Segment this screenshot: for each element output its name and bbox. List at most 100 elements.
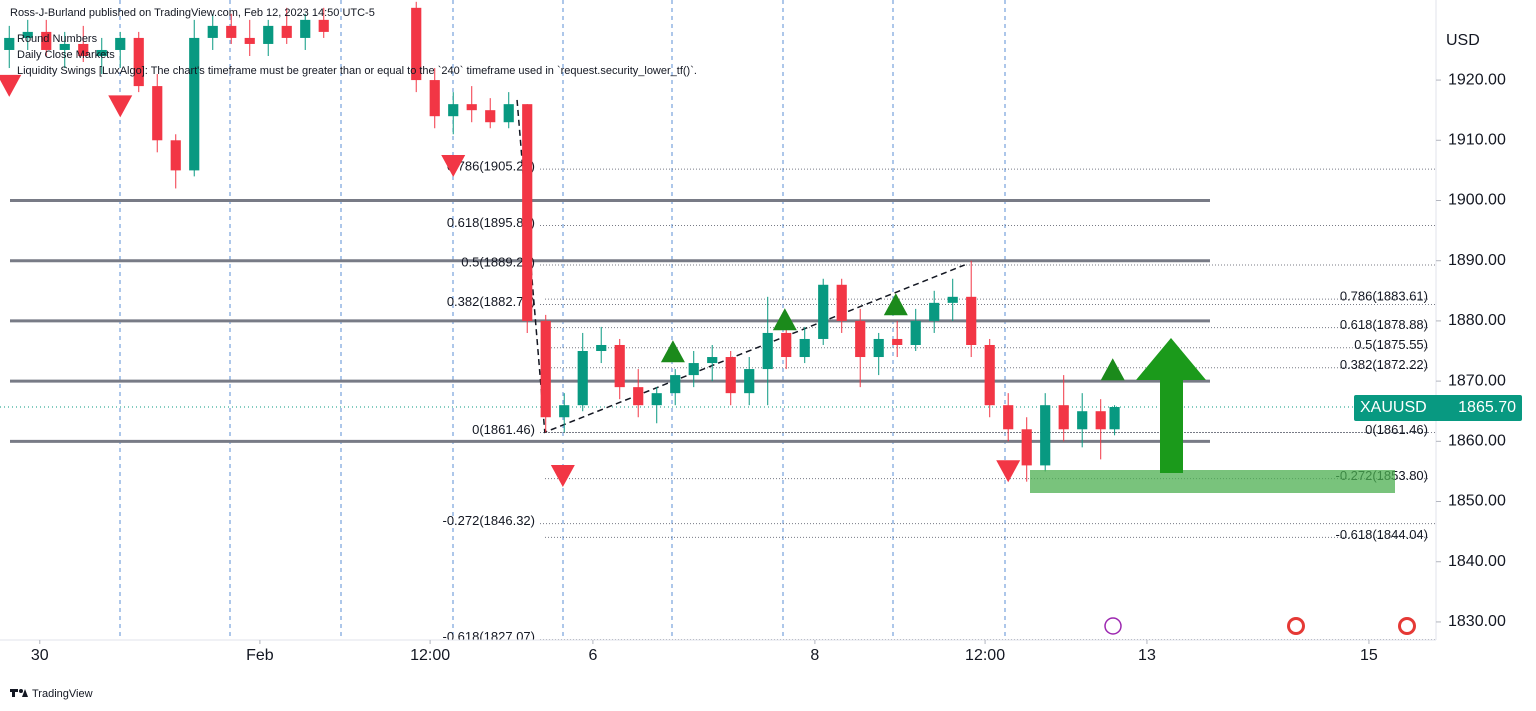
candle-body (1058, 405, 1069, 430)
candle-body (910, 320, 921, 345)
candle-body (984, 344, 995, 406)
candle-body (503, 104, 514, 123)
candle-body (688, 363, 699, 376)
currency: USD (1446, 32, 1480, 49)
candle-body (226, 25, 237, 38)
target-zone (1030, 470, 1395, 493)
candle-body (559, 405, 570, 418)
candle-body (596, 344, 607, 352)
fib-label: -0.618(1827.07) (442, 629, 535, 644)
indicator-name: Daily Close Markets (17, 49, 115, 61)
candle-body (115, 37, 126, 50)
candle-body (78, 43, 89, 56)
candle-body (485, 110, 496, 123)
candle-body (466, 104, 477, 111)
x-tick-label: 6 (588, 647, 597, 664)
swing-high-marker (441, 154, 466, 177)
candle-body (263, 25, 274, 44)
candle-body (707, 357, 718, 364)
candle-body (300, 19, 311, 38)
candle-body (411, 7, 422, 81)
swing-high-marker (996, 460, 1021, 483)
fib-label: 0(1861.46) (1365, 422, 1428, 437)
x-tick-label: Feb (246, 647, 274, 664)
candle-body (281, 25, 292, 38)
swing-high-marker (0, 74, 22, 97)
candle-body (41, 31, 52, 50)
plot-area: 0.786(1905.20) 0.618(1895.85) 0.5(1889.28)… (0, 1, 1436, 644)
candle-body (152, 86, 163, 141)
candle-body (244, 37, 255, 44)
swing-low-marker (772, 308, 797, 331)
candle-body (651, 393, 662, 406)
fib-label: 0(1861.46) (472, 422, 535, 437)
up-arrow (1136, 338, 1206, 473)
x-tick-label: 15 (1360, 647, 1378, 664)
fib-label: 0.786(1905.20) (447, 159, 535, 174)
x-tick-label: 12:00 (410, 647, 450, 664)
candle-body (873, 338, 884, 358)
candle-body (1077, 411, 1088, 430)
y-tick-label: 1920.00 (1448, 71, 1506, 88)
candle-body (189, 37, 200, 171)
y-tick-label: 1880.00 (1448, 312, 1506, 329)
indicator-name: Liquidity Swings [LuxAlgo]: The chart's … (17, 65, 697, 77)
indicator-name: Round Numbers (17, 33, 98, 45)
candle-body (892, 338, 903, 345)
y-tick-label: 1850.00 (1448, 493, 1506, 510)
fib-label: -0.618(1844.04) (1335, 527, 1428, 542)
y-tick-label: 1830.00 (1448, 613, 1506, 630)
candle-body (762, 332, 773, 370)
y-tick-label: 1870.00 (1448, 372, 1506, 389)
y-tick-label: 1910.00 (1448, 132, 1506, 149)
candle-body (318, 19, 329, 32)
fib-label: -0.272(1846.32) (442, 513, 535, 528)
candle-body (577, 351, 588, 406)
y-tick-label: 1840.00 (1448, 553, 1506, 570)
candle-body (429, 80, 440, 117)
candle-body (207, 25, 218, 38)
candle-body (818, 284, 829, 339)
candle-body (133, 37, 144, 87)
x-tick-label: 13 (1138, 647, 1156, 664)
candle-body (522, 104, 533, 321)
last-price: 1865.70 (1458, 399, 1516, 416)
symbol: XAUUSD (1360, 399, 1427, 416)
fib-label: 0.5(1889.28) (461, 254, 535, 269)
candle-body (966, 296, 977, 345)
candle-body (22, 31, 33, 38)
candle-body (836, 284, 847, 321)
swing-low-marker (1100, 358, 1125, 381)
candle-body (1021, 429, 1032, 466)
fib-label: 0.618(1878.88) (1340, 317, 1428, 332)
footer-brand: TradingView (32, 688, 93, 700)
candle-body (855, 320, 866, 358)
candle-body (96, 49, 107, 56)
x-tick-label: 30 (31, 647, 49, 664)
fib-label: 0.382(1882.72) (447, 294, 535, 309)
candle-body (1003, 405, 1014, 430)
fib-label: 0.382(1872.22) (1340, 357, 1428, 372)
fib-label: 0.618(1895.85) (447, 215, 535, 230)
swing-high-marker (550, 465, 575, 488)
fib-label: 0.5(1875.55) (1354, 337, 1428, 352)
logo (10, 689, 28, 697)
y-tick-label: 1900.00 (1448, 192, 1506, 209)
candle-body (1095, 411, 1106, 430)
candle-body (4, 37, 15, 50)
price-badge (1354, 395, 1522, 421)
candle-body (170, 140, 181, 171)
candle-body (799, 338, 810, 358)
candle-body (540, 320, 551, 418)
x-tick-label: 12:00 (965, 647, 1005, 664)
candle-body (59, 43, 70, 50)
candle-body (614, 344, 625, 388)
swing-high-marker (108, 95, 133, 118)
candle-body (1109, 406, 1120, 430)
candle-body (744, 369, 755, 394)
candle-body (448, 104, 459, 117)
candle-body (633, 387, 644, 406)
x-tick-label: 8 (810, 647, 819, 664)
